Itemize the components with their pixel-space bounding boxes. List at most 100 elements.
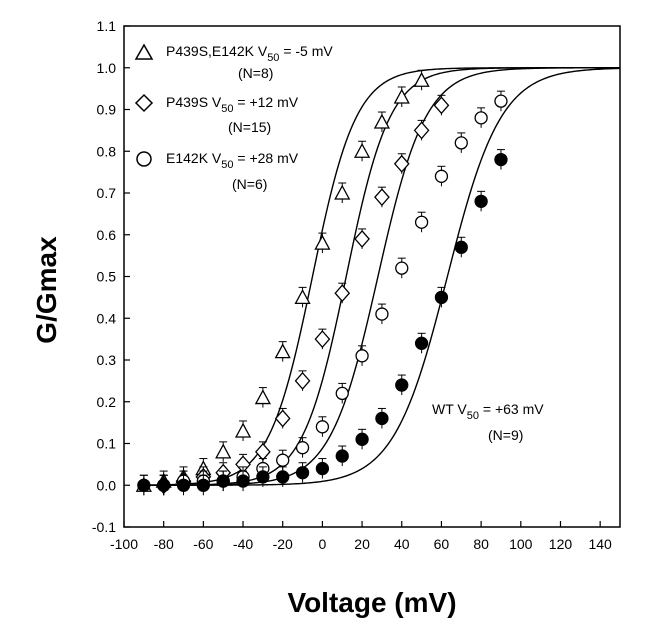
data-point xyxy=(434,165,449,187)
data-point xyxy=(315,416,330,437)
data-point xyxy=(294,370,311,391)
data-point xyxy=(314,232,331,254)
legend-value-p439s-e142k: = -5 mV xyxy=(279,43,333,59)
x-tick-label: 80 xyxy=(473,536,489,552)
diamond-marker xyxy=(413,121,430,140)
triangle-marker xyxy=(373,113,391,129)
data-point xyxy=(294,286,311,308)
data-point xyxy=(375,407,389,429)
data-point xyxy=(474,190,488,212)
legend-label-e142k: E142K V xyxy=(166,150,222,166)
data-markers xyxy=(135,69,508,496)
open-circle-marker xyxy=(335,386,349,401)
triangle-marker xyxy=(274,343,291,359)
legend-entry-p439s-e142k: P439S,E142K V50 = -5 mV (N=8) xyxy=(166,43,333,81)
data-point xyxy=(355,345,369,366)
x-tick-label: 0 xyxy=(319,536,327,552)
legend-label-p439s-e142k: P439S,E142K V xyxy=(166,43,268,59)
svg-text:WT V50 = +63 mV: WT V50 = +63 mV xyxy=(432,401,544,422)
diamond-marker xyxy=(314,330,331,349)
data-point xyxy=(254,387,271,408)
open-circle-marker xyxy=(395,261,409,275)
x-tick-label: 120 xyxy=(549,536,573,552)
data-point xyxy=(274,341,291,362)
x-tick-label: -80 xyxy=(154,536,174,552)
data-point xyxy=(414,211,429,233)
data-point xyxy=(494,149,508,170)
data-point xyxy=(414,332,429,354)
data-point xyxy=(256,466,270,487)
open-circle-marker xyxy=(295,441,310,455)
triangle-marker xyxy=(294,289,311,305)
y-tick-label: 1.0 xyxy=(97,60,117,76)
data-point xyxy=(373,111,391,133)
data-point xyxy=(295,462,310,483)
diamond-marker xyxy=(354,229,370,248)
x-tick-label: 20 xyxy=(354,536,370,552)
filled-circle-marker xyxy=(454,240,468,254)
data-point xyxy=(413,119,430,141)
filled-circle-marker xyxy=(395,378,409,392)
y-axis-title: G/Gmax xyxy=(31,236,62,344)
data-point xyxy=(274,407,291,429)
open-circle-marker xyxy=(315,420,330,434)
filled-circle-marker xyxy=(276,470,290,484)
filled-circle-marker xyxy=(295,466,310,480)
filled-circle-marker xyxy=(196,478,211,492)
data-point xyxy=(454,236,468,258)
data-point xyxy=(314,328,331,350)
open-circle-marker xyxy=(454,136,468,150)
data-point xyxy=(335,445,349,467)
data-point xyxy=(334,282,351,304)
filled-circle-marker xyxy=(176,478,191,492)
data-point xyxy=(353,140,371,162)
data-point xyxy=(474,107,488,128)
y-tick-label: 0.5 xyxy=(97,269,117,285)
data-point xyxy=(393,153,410,174)
data-point xyxy=(236,470,250,492)
filled-circle-marker xyxy=(474,194,488,209)
data-point xyxy=(395,374,409,396)
open-circle-marker xyxy=(355,349,369,363)
triangle-marker xyxy=(413,71,430,87)
legend-sub-wt: 50 xyxy=(467,410,479,422)
data-point xyxy=(157,474,171,496)
x-tick-label: 140 xyxy=(588,536,612,552)
data-point xyxy=(454,132,468,153)
diamond-marker xyxy=(274,409,291,428)
x-tick-label: -40 xyxy=(233,536,253,552)
legend-entry-e142k: E142K V50 = +28 mV (N=6) xyxy=(166,150,299,192)
svg-text:P439S,E142K V50 = -5 mV: P439S,E142K V50 = -5 mV xyxy=(166,43,333,64)
filled-circle-marker xyxy=(355,432,369,446)
legend-diamond-icon xyxy=(134,93,154,113)
open-circle-marker xyxy=(375,307,389,321)
filled-circle-marker xyxy=(157,478,171,492)
legend-entry-wt: WT V50 = +63 mV (N=9) xyxy=(432,401,544,443)
data-point xyxy=(355,428,369,450)
svg-text:P439S V50 = +12 mV: P439S V50 = +12 mV xyxy=(166,94,299,115)
y-tick-label: 0.0 xyxy=(97,477,117,493)
data-point xyxy=(494,90,508,112)
data-point xyxy=(433,94,450,116)
filled-circle-marker xyxy=(216,474,230,488)
legend-entry-p439s: P439S V50 = +12 mV (N=15) xyxy=(166,94,299,135)
data-point xyxy=(354,228,370,249)
y-tick-label: 0.1 xyxy=(97,436,117,452)
diamond-marker xyxy=(255,442,271,461)
diamond-marker xyxy=(334,284,351,303)
filled-circle-marker xyxy=(137,478,151,492)
y-tick-label: 0.3 xyxy=(97,352,117,368)
y-tick-label: 1.1 xyxy=(97,18,117,34)
x-tick-label: -60 xyxy=(193,536,213,552)
filled-circle-marker xyxy=(494,152,508,167)
data-point xyxy=(413,69,430,91)
legend-sub-p439s-e142k: 50 xyxy=(267,52,279,64)
filled-circle-marker xyxy=(335,449,349,463)
axes: -100 -80 -60 -40 -20 0 20 40 60 80 100 120 140 -0.1 0.… xyxy=(92,18,621,552)
data-point xyxy=(295,437,310,458)
filled-circle-marker xyxy=(236,474,250,488)
y-tick-label: 0.4 xyxy=(97,310,117,326)
open-circle-marker xyxy=(434,169,449,183)
filled-circle-marker xyxy=(375,411,389,426)
data-point xyxy=(137,474,151,496)
